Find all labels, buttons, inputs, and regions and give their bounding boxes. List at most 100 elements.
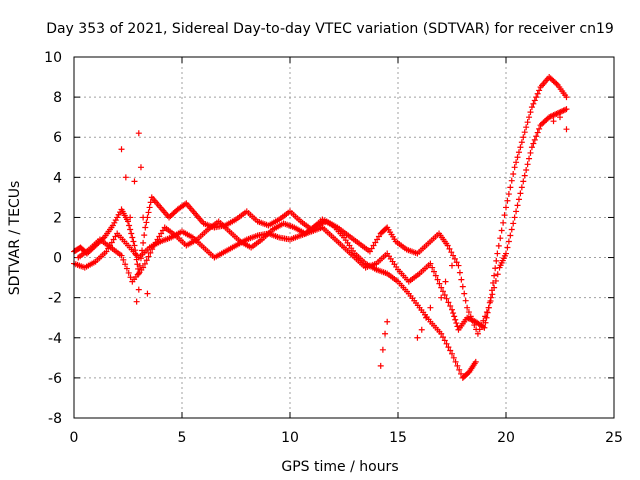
data-point bbox=[372, 239, 379, 246]
data-point bbox=[382, 330, 389, 337]
series-spikes bbox=[118, 114, 570, 369]
x-tick-label: 5 bbox=[178, 430, 187, 446]
data-point bbox=[480, 317, 487, 324]
x-tick-label: 10 bbox=[281, 430, 299, 446]
data-point bbox=[524, 119, 531, 126]
data-point bbox=[427, 304, 434, 311]
data-point bbox=[131, 242, 138, 249]
data-point bbox=[515, 149, 522, 156]
data-point bbox=[526, 114, 533, 121]
data-point bbox=[145, 253, 152, 260]
data-point bbox=[527, 149, 534, 156]
data-point bbox=[458, 370, 464, 377]
data-point bbox=[534, 129, 541, 136]
series-track-b bbox=[71, 74, 570, 333]
data-point bbox=[135, 270, 142, 277]
data-point bbox=[118, 252, 125, 259]
data-point bbox=[491, 272, 498, 279]
x-tick-label: 15 bbox=[389, 430, 407, 446]
data-point bbox=[377, 362, 384, 369]
data-point bbox=[427, 260, 434, 267]
data-point bbox=[513, 208, 520, 215]
data-point bbox=[517, 190, 524, 197]
data-point bbox=[476, 326, 483, 333]
data-point bbox=[154, 236, 161, 243]
data-point bbox=[523, 124, 530, 131]
data-point bbox=[444, 242, 451, 249]
data-point bbox=[140, 264, 147, 271]
data-point bbox=[518, 139, 525, 146]
data-point bbox=[434, 276, 441, 283]
data-point bbox=[483, 314, 490, 321]
data-point bbox=[494, 271, 501, 278]
data-point bbox=[456, 366, 463, 373]
data-point bbox=[432, 272, 439, 279]
data-point bbox=[481, 324, 488, 331]
data-point bbox=[131, 178, 138, 185]
data-point bbox=[563, 94, 570, 101]
data-point bbox=[446, 245, 453, 252]
data-point bbox=[443, 295, 450, 302]
data-point bbox=[135, 286, 142, 293]
data-point bbox=[449, 262, 455, 269]
data-point bbox=[526, 155, 533, 162]
data-point bbox=[152, 239, 159, 246]
data-point bbox=[384, 318, 391, 325]
data-point bbox=[379, 346, 386, 353]
data-point bbox=[467, 313, 474, 320]
data-point bbox=[110, 236, 117, 243]
data-point bbox=[508, 177, 515, 184]
data-point bbox=[127, 214, 134, 221]
data-point bbox=[418, 326, 425, 333]
data-point bbox=[469, 317, 476, 324]
y-tick-label: 10 bbox=[44, 50, 62, 66]
data-point bbox=[125, 269, 132, 276]
y-tick-label: 2 bbox=[53, 210, 62, 226]
data-point bbox=[527, 109, 534, 116]
data-point bbox=[507, 184, 514, 191]
data-point bbox=[533, 133, 540, 140]
data-point bbox=[503, 250, 509, 257]
data-point bbox=[528, 104, 535, 111]
data-point bbox=[438, 330, 445, 337]
data-point bbox=[127, 274, 134, 281]
y-tick-label: -4 bbox=[48, 331, 62, 347]
data-point bbox=[461, 290, 468, 297]
data-point bbox=[453, 259, 460, 266]
data-point bbox=[431, 268, 437, 275]
data-point bbox=[423, 314, 430, 321]
x-tick-label: 0 bbox=[70, 430, 79, 446]
data-point bbox=[500, 219, 507, 226]
data-point bbox=[438, 284, 445, 291]
data-point bbox=[523, 166, 530, 173]
data-point bbox=[129, 234, 136, 241]
data-point bbox=[520, 178, 527, 185]
data-point bbox=[507, 232, 514, 239]
data-point bbox=[492, 265, 499, 272]
data-point bbox=[441, 337, 448, 344]
data-point bbox=[429, 264, 436, 271]
data-point bbox=[120, 256, 127, 263]
data-point bbox=[135, 265, 142, 272]
data-point bbox=[370, 242, 377, 249]
data-point bbox=[534, 90, 541, 97]
chart-title: Day 353 of 2021, Sidereal Day-to-day VTE… bbox=[46, 21, 614, 37]
data-point bbox=[521, 172, 528, 179]
data-point bbox=[450, 354, 457, 361]
plot-frame bbox=[73, 56, 615, 419]
data-point bbox=[436, 280, 443, 287]
data-point bbox=[130, 238, 137, 245]
data-point bbox=[455, 262, 462, 269]
data-point bbox=[103, 248, 110, 255]
data-point bbox=[140, 214, 147, 221]
x-tick-labels: 0 5 10 15 20 25 bbox=[70, 430, 623, 446]
data-point bbox=[501, 212, 508, 219]
data-point bbox=[510, 220, 517, 227]
y-tick-label: -8 bbox=[48, 411, 62, 427]
data-point bbox=[550, 118, 557, 125]
y-axis-label: SDTVAR / TECUs bbox=[7, 181, 23, 296]
data-point bbox=[438, 294, 445, 301]
data-point bbox=[442, 278, 449, 285]
data-series bbox=[71, 74, 570, 381]
